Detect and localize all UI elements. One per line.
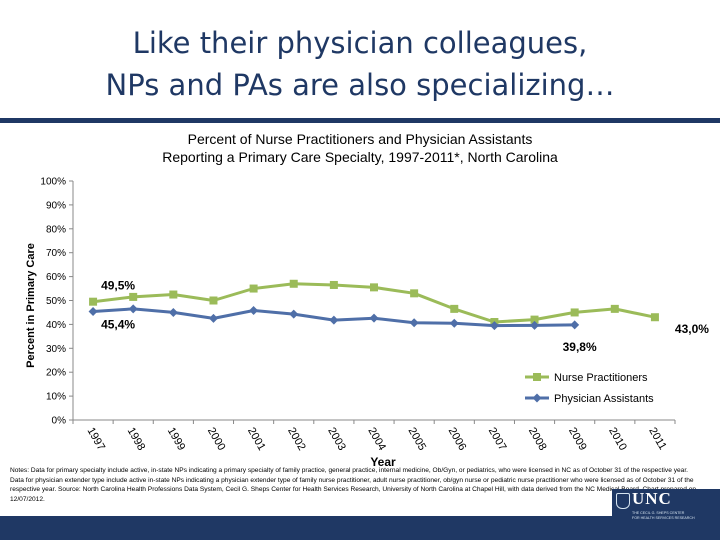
series-0-point (370, 283, 378, 292)
y-tick-label: 60% (46, 272, 66, 283)
x-tick-label: 2003 (325, 426, 348, 453)
chart-title: Percent of Nurse Practitioners and Physi… (0, 130, 720, 166)
series-1-point (289, 309, 299, 319)
x-axis-title: Year (370, 455, 396, 466)
x-tick-label: 2005 (406, 426, 429, 453)
x-tick-label: 2006 (446, 426, 469, 453)
legend-marker (533, 373, 541, 381)
x-tick-label: 2004 (365, 426, 388, 453)
series-0-point (289, 279, 298, 288)
x-tick-label: 2011 (646, 426, 668, 452)
logo-subtitle-line2: FOR HEALTH SERVICES RESEARCH (632, 516, 695, 520)
y-axis-title: Percent in Primary Care (25, 243, 37, 368)
x-tick-label: 2009 (566, 426, 589, 453)
series-1-point (168, 307, 178, 317)
y-tick-label: 70% (46, 248, 66, 259)
series-0-point (329, 280, 338, 289)
line-chart: 0% 10% 20% 30% 40% 50% 60% 70% 80% 90% 100% 1997 199… (25, 177, 709, 467)
series-0-point (610, 304, 619, 313)
data-label: 49,5% (101, 279, 135, 293)
x-tick-label: 2007 (486, 426, 509, 453)
series-1-point (489, 321, 499, 331)
series-1-point (570, 320, 580, 330)
chart-title-line1: Percent of Nurse Practitioners and Physi… (187, 131, 533, 147)
x-tick-label: 1998 (125, 426, 148, 453)
y-tick-label: 0% (52, 416, 67, 427)
series-0-point (89, 297, 98, 306)
series-0-point (530, 315, 539, 324)
x-tick-label: 2002 (285, 426, 308, 453)
y-tick-label: 90% (46, 200, 66, 211)
logo-subtitle-line1: THE CECIL G. SHEPS CENTER (632, 511, 685, 515)
series-0-point (129, 292, 138, 301)
series-1-point (449, 318, 459, 328)
y-tick-label: 20% (46, 368, 66, 379)
series-1-point (329, 315, 339, 325)
x-tick-label: 2010 (606, 426, 629, 453)
slide-title-line2: NPs and PAs are also specializing… (105, 68, 615, 102)
series-1-point (128, 304, 138, 314)
y-tick-label: 100% (40, 177, 66, 188)
series-1-point (369, 313, 379, 323)
series-0-point (450, 304, 459, 313)
slide-title: Like their physician colleagues, NPs and… (0, 22, 720, 106)
series-0-point (169, 290, 178, 299)
x-tick-label: 2008 (526, 426, 549, 453)
x-tick-label: 1997 (84, 426, 107, 453)
unc-logo: UNC THE CECIL G. SHEPS CENTER FOR HEALTH… (612, 489, 720, 540)
series-1-point (88, 306, 98, 316)
series-1-point (249, 306, 259, 316)
data-label: 45,4% (101, 317, 135, 331)
data-label: 43,0% (675, 322, 709, 336)
y-tick-label: 40% (46, 320, 66, 331)
y-tick-label: 80% (46, 224, 66, 235)
series-1-point (530, 320, 540, 330)
x-tick-label: 1999 (165, 426, 188, 453)
y-tick-label: 10% (46, 392, 66, 403)
footer-bar (0, 516, 720, 540)
title-divider (0, 118, 720, 123)
series-0-point (410, 289, 419, 298)
building-icon (616, 493, 630, 509)
footnote: Notes: Data for primary specialty includ… (10, 467, 697, 503)
y-tick-label: 30% (46, 344, 66, 355)
slide-title-line1: Like their physician colleagues, (132, 26, 588, 60)
chart-title-line2: Reporting a Primary Care Specialty, 1997… (162, 149, 558, 165)
series-0-point (209, 296, 218, 305)
data-label: 39,8% (563, 340, 597, 354)
logo-subtitle: THE CECIL G. SHEPS CENTER FOR HEALTH SER… (632, 511, 718, 521)
y-tick-label: 50% (46, 296, 66, 307)
legend-label: Nurse Practitioners (554, 372, 648, 384)
legend-label: Physician Assistants (554, 393, 654, 405)
x-tick-label: 2000 (205, 426, 228, 453)
x-tick-label: 2001 (245, 426, 268, 453)
series-1-point (208, 313, 218, 323)
legend-marker (532, 393, 542, 403)
series-1-point (409, 318, 419, 328)
series-0-point (570, 308, 579, 317)
logo-text: UNC (632, 489, 672, 508)
series-0-point (249, 284, 258, 293)
series-0-point (650, 313, 659, 322)
